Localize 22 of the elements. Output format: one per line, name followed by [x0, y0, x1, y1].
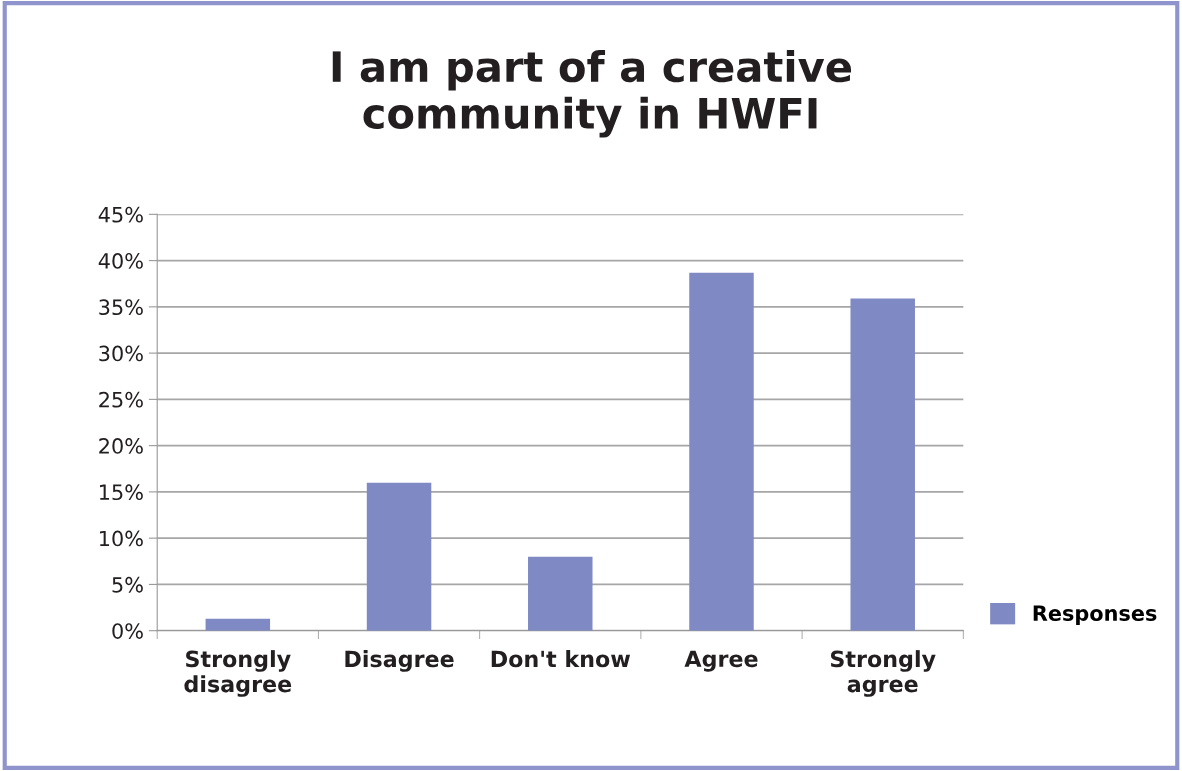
y-tick-label: 45%: [98, 206, 143, 223]
bar: [205, 618, 271, 631]
y-tick-label: 15%: [99, 484, 143, 501]
x-tick-label: Strongly agree: [830, 650, 936, 697]
y-tick-label: 0%: [112, 623, 143, 639]
y-tick-label: 35%: [99, 299, 143, 316]
y-tick-label: 5%: [112, 576, 143, 593]
bar: [528, 556, 593, 631]
legend-label: Responses: [1033, 605, 1157, 626]
x-tick-label: Strongly disagree: [184, 650, 292, 697]
bar: [850, 298, 915, 631]
y-tick-label: 20%: [99, 438, 143, 454]
x-tick-label: Disagree: [345, 650, 454, 672]
y-tick-label: 25%: [99, 391, 143, 408]
y-tick-label: 40%: [98, 253, 143, 269]
bar: [366, 482, 432, 631]
y-tick-label: 10%: [99, 530, 143, 547]
chart-title: I am part of a creative community in HWFI: [332, 50, 852, 138]
x-tick-label: Don't know: [491, 650, 631, 668]
y-tick-label: 30%: [99, 345, 143, 362]
x-tick-label: Agree: [684, 650, 758, 672]
bar: [689, 272, 754, 631]
